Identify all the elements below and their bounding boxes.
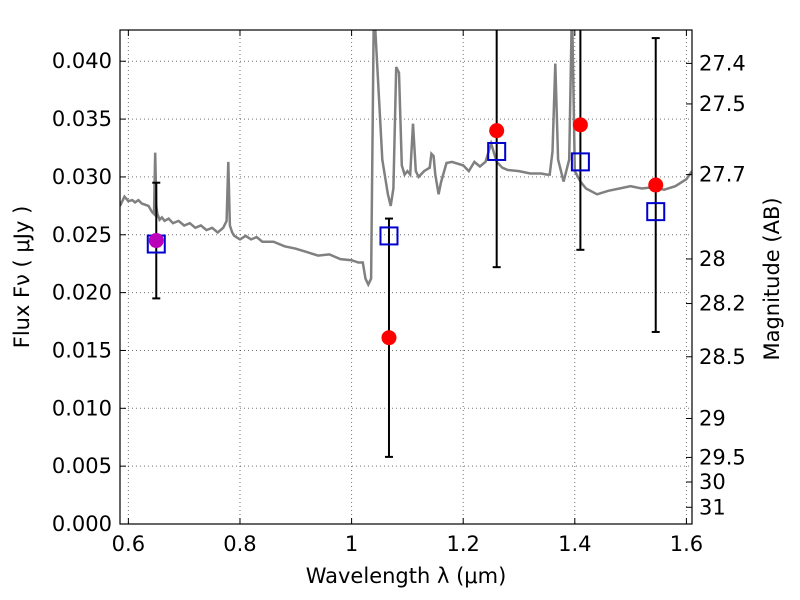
plot-area	[120, 30, 692, 458]
magnitude-tick-label: 29.5	[699, 445, 746, 469]
observed-photometry-point	[148, 233, 164, 249]
y-tick-label: 0.035	[52, 107, 112, 131]
x-axis-ticks: 0.6 0.8 1 1.2 1.4 1.6	[112, 30, 703, 556]
grid	[120, 30, 692, 524]
observed-photometry-point	[572, 117, 588, 133]
model-photometry-markers	[146, 141, 666, 254]
y-tick-label: 0.030	[52, 165, 112, 189]
x-tick-label: 1.6	[670, 532, 703, 556]
y-axis-ticks: 0.000 0.005 0.010 0.015 0.020 0.025 0.030 0.035…	[52, 49, 126, 536]
model-spectrum-line	[120, 30, 692, 288]
observed-photometry-markers	[148, 117, 664, 346]
x-tick-label: 1.2	[446, 532, 479, 556]
magnitude-tick-label: 28.2	[699, 292, 746, 316]
y-tick-label: 0.000	[52, 512, 112, 536]
y-tick-label: 0.025	[52, 223, 112, 247]
model-photometry-square	[646, 202, 666, 222]
observed-photometry-point	[489, 123, 505, 139]
x-tick-label: 0.8	[223, 532, 256, 556]
model-photometry-square	[570, 152, 590, 172]
y-axis-title: Flux Fν ( μJy )	[10, 206, 34, 349]
x-axis-title: Wavelength λ (μm)	[306, 564, 507, 588]
magnitude-tick-label: 31	[699, 495, 726, 519]
magnitude-tick-label: 27.4	[699, 51, 746, 75]
y-tick-label: 0.015	[52, 338, 112, 362]
observed-photometry-point	[648, 177, 664, 193]
y-tick-label: 0.010	[52, 396, 112, 420]
magnitude-tick-label: 27.7	[699, 163, 746, 187]
y-tick-label: 0.005	[52, 454, 112, 478]
x-tick-label: 1	[345, 532, 358, 556]
magnitude-tick-label: 27.5	[699, 92, 746, 116]
magnitude-tick-label: 28	[699, 247, 726, 271]
magnitude-tick-label: 29	[699, 406, 726, 430]
model-photometry-square	[379, 226, 399, 246]
magnitude-tick-label: 28.5	[699, 345, 746, 369]
magnitude-tick-label: 30	[699, 470, 726, 494]
plot-frame	[119, 29, 693, 525]
y-tick-label: 0.020	[52, 281, 112, 305]
y-tick-label: 0.040	[52, 49, 112, 73]
x-tick-label: 0.6	[112, 532, 145, 556]
observed-photometry-point	[381, 330, 397, 346]
magnitude-axis-title: Magnitude (AB)	[760, 197, 784, 360]
x-tick-label: 1.4	[558, 532, 591, 556]
model-photometry-square	[487, 141, 507, 161]
